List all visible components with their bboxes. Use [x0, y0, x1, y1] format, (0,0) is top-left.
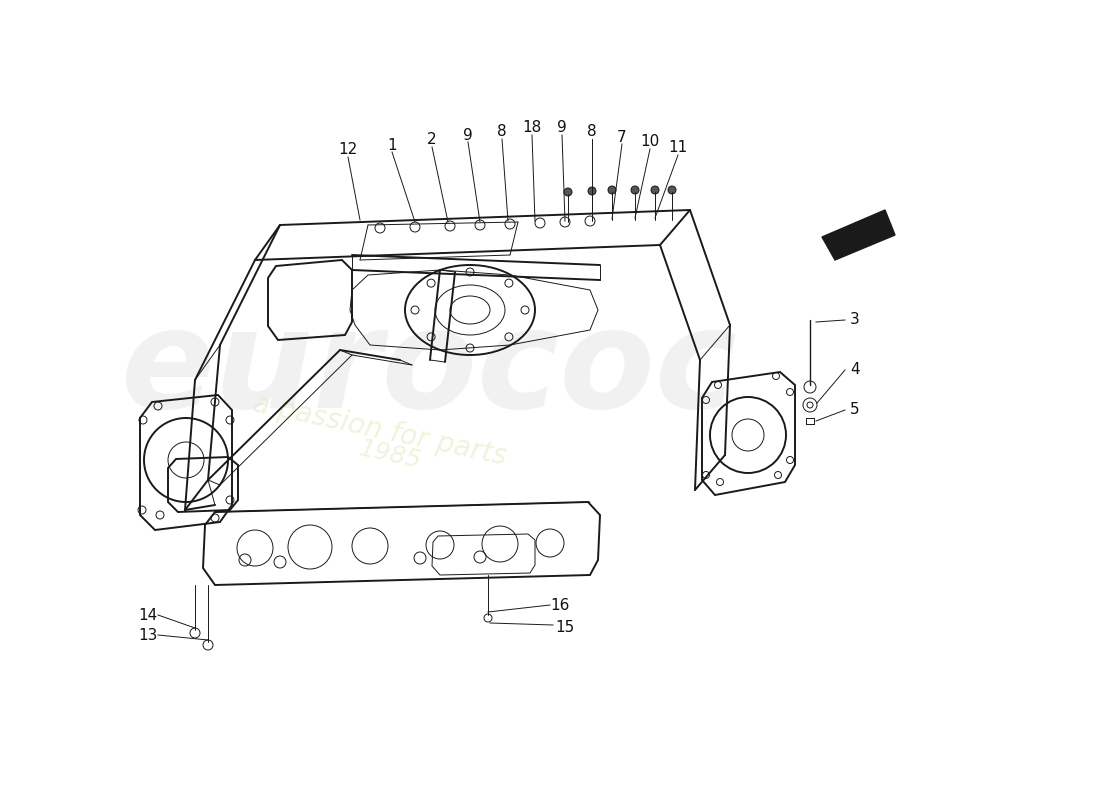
Circle shape [564, 188, 572, 196]
Text: 3: 3 [850, 313, 860, 327]
Text: a passion for parts: a passion for parts [251, 390, 509, 470]
Text: 1985: 1985 [356, 437, 424, 474]
Text: 9: 9 [463, 127, 473, 142]
Text: 13: 13 [139, 627, 157, 642]
Text: 14: 14 [139, 607, 157, 622]
Text: 16: 16 [550, 598, 570, 613]
Text: 18: 18 [522, 121, 541, 135]
Text: 11: 11 [669, 141, 688, 155]
Text: 1: 1 [387, 138, 397, 153]
Text: 4: 4 [850, 362, 860, 378]
Circle shape [631, 186, 639, 194]
Circle shape [588, 187, 596, 195]
Text: eurococ: eurococ [121, 302, 738, 438]
Text: 8: 8 [497, 125, 507, 139]
Circle shape [668, 186, 676, 194]
Text: 2: 2 [427, 133, 437, 147]
Text: 15: 15 [556, 619, 574, 634]
Text: 9: 9 [557, 121, 566, 135]
Circle shape [608, 186, 616, 194]
Text: 7: 7 [617, 130, 627, 145]
Text: 12: 12 [339, 142, 358, 158]
Polygon shape [822, 210, 895, 260]
Text: 5: 5 [850, 402, 860, 418]
Circle shape [651, 186, 659, 194]
Text: 8: 8 [587, 125, 597, 139]
Text: 10: 10 [640, 134, 660, 150]
